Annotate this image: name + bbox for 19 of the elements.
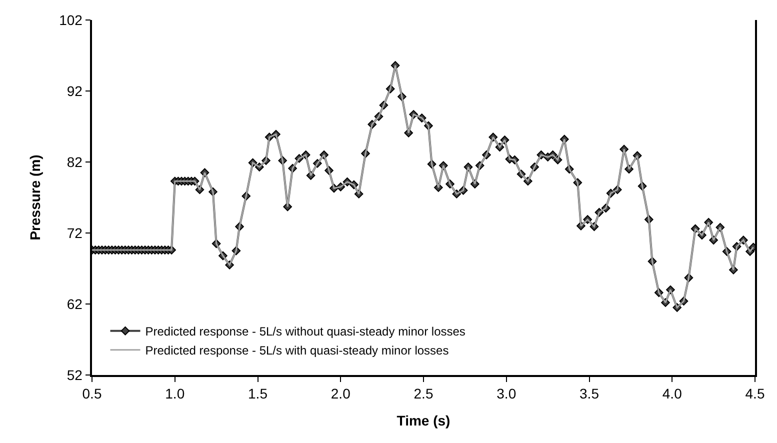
legend-label: Predicted response - 5L/s without quasi-steady minor losses: [145, 324, 466, 339]
x-tick-label: 3.0: [496, 386, 516, 402]
y-axis-title: Pressure (m): [27, 154, 44, 240]
x-axis-title: Time (s): [396, 412, 450, 428]
x-tick-label: 1.5: [248, 386, 268, 402]
x-tick-label: 2.0: [330, 386, 351, 402]
x-tick-label: 1.0: [165, 386, 185, 402]
x-tick-label: 4.0: [662, 386, 682, 402]
x-tick-label: 0.5: [82, 386, 102, 402]
x-tick-label: 3.5: [580, 386, 600, 402]
y-tick-label: 92: [66, 82, 83, 99]
y-tick-label: 52: [66, 366, 83, 383]
legend-label: Predicted response - 5L/s with quasi-steady minor losses: [145, 344, 449, 358]
y-tick-label: 72: [66, 224, 83, 241]
y-tick-label: 102: [59, 12, 83, 28]
y-tick-label: 62: [66, 296, 83, 312]
x-tick-label: 4.5: [745, 386, 765, 402]
y-tick-label: 82: [66, 154, 83, 170]
x-tick-label: 2.5: [414, 386, 434, 402]
